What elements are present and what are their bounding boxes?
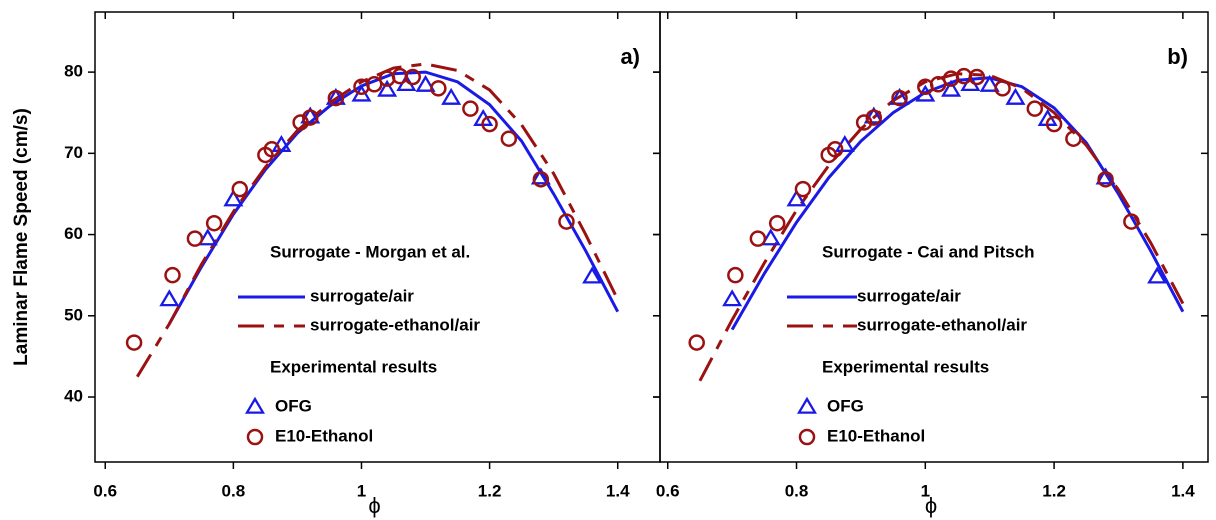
- triangle-marker: [441, 87, 462, 105]
- legend-title: Surrogate - Cai and Pitsch: [822, 242, 1035, 261]
- x-tick-label: 0.8: [785, 481, 809, 500]
- circle-marker: [263, 141, 281, 158]
- circle-marker: [1045, 115, 1063, 133]
- legend-title: Experimental results: [270, 357, 437, 376]
- triangle-marker: [300, 106, 321, 124]
- triangle-marker: [582, 266, 603, 284]
- x-axis-label: ϕ: [925, 493, 937, 518]
- legend-swatch: [246, 428, 264, 446]
- triangle-marker: [889, 87, 910, 105]
- legend-label: surrogate-ethanol/air: [857, 315, 1027, 334]
- circle-marker: [500, 130, 518, 147]
- legend-label: E10-Ethanol: [827, 426, 925, 445]
- series-line: [135, 62, 620, 378]
- x-tick-label: 1: [921, 481, 930, 500]
- y-tick-label: 60: [64, 224, 83, 243]
- legend-swatch: [796, 396, 818, 414]
- panel-label: b): [1167, 44, 1188, 69]
- y-tick-label: 70: [64, 143, 83, 162]
- legend-label: OFG: [827, 396, 864, 415]
- circle-marker: [327, 89, 345, 107]
- triangle-marker: [1095, 167, 1116, 185]
- legend-title: Surrogate - Morgan et al.: [270, 242, 470, 261]
- triangle-marker: [722, 289, 743, 307]
- triangle-marker: [159, 289, 180, 307]
- circle-marker: [430, 80, 447, 97]
- plot-frame: [659, 11, 1209, 463]
- circle-marker: [1065, 130, 1082, 147]
- y-tick-label: 80: [64, 62, 83, 81]
- x-tick-label: 1.2: [478, 481, 502, 500]
- x-tick-label: 0.6: [93, 481, 117, 500]
- circle-marker: [1123, 213, 1140, 230]
- x-tick-label: 1.4: [1171, 481, 1195, 500]
- triangle-marker: [760, 228, 781, 246]
- triangle-marker: [197, 228, 218, 246]
- legend-label: E10-Ethanol: [275, 426, 373, 445]
- legend-label: OFG: [275, 396, 312, 415]
- triangle-marker: [415, 74, 436, 92]
- legend-title: Experimental results: [822, 357, 989, 376]
- circle-marker: [462, 100, 479, 117]
- circle-marker: [1097, 171, 1114, 188]
- circle-marker: [794, 180, 812, 198]
- circle-marker: [481, 115, 498, 133]
- x-tick-label: 0.6: [656, 481, 680, 500]
- triangle-marker: [786, 189, 807, 207]
- triangle-marker: [863, 106, 884, 124]
- circle-marker: [865, 109, 883, 126]
- triangle-marker: [979, 74, 1000, 92]
- y-tick-label: 50: [64, 305, 83, 324]
- triangle-marker: [325, 87, 346, 105]
- circle-marker: [891, 89, 908, 107]
- triangle-marker: [377, 79, 398, 97]
- circle-marker: [532, 171, 550, 188]
- circle-marker: [231, 180, 249, 198]
- legend-swatch: [798, 428, 816, 446]
- legend-swatch: [244, 396, 266, 414]
- triangle-marker: [223, 189, 244, 207]
- legend-label: surrogate-ethanol/air: [310, 315, 480, 334]
- circle-marker: [558, 213, 575, 230]
- x-tick-label: 1: [357, 481, 366, 500]
- circle-marker: [855, 114, 873, 131]
- circle-marker: [749, 230, 767, 247]
- x-tick-label: 1.2: [1042, 481, 1066, 500]
- triangle-marker: [941, 79, 962, 97]
- circle-marker: [826, 141, 844, 158]
- x-tick-label: 0.8: [222, 481, 246, 500]
- circle-marker: [125, 334, 143, 351]
- triangle-marker: [530, 167, 551, 185]
- circle-marker: [768, 214, 786, 232]
- circle-marker: [292, 114, 309, 131]
- circle-marker: [727, 266, 744, 284]
- x-axis-label: ϕ: [368, 493, 380, 518]
- legend-label: surrogate/air: [310, 286, 414, 305]
- circle-marker: [968, 68, 986, 86]
- triangle-marker: [1147, 266, 1168, 284]
- circle-marker: [994, 80, 1011, 97]
- circle-marker: [186, 230, 204, 247]
- x-tick-label: 1.4: [606, 481, 630, 500]
- circle-marker: [164, 266, 181, 284]
- y-tick-label: 40: [64, 387, 83, 406]
- circle-marker: [205, 214, 223, 232]
- y-axis-label: Laminar Flame Speed (cm/s): [11, 108, 32, 366]
- circle-marker: [688, 334, 705, 351]
- triangle-marker: [1005, 87, 1026, 105]
- circle-marker: [404, 68, 421, 86]
- circle-marker: [1026, 100, 1044, 117]
- panel-label: a): [620, 44, 640, 69]
- circle-marker: [301, 109, 319, 126]
- legend-label: surrogate/air: [857, 286, 961, 305]
